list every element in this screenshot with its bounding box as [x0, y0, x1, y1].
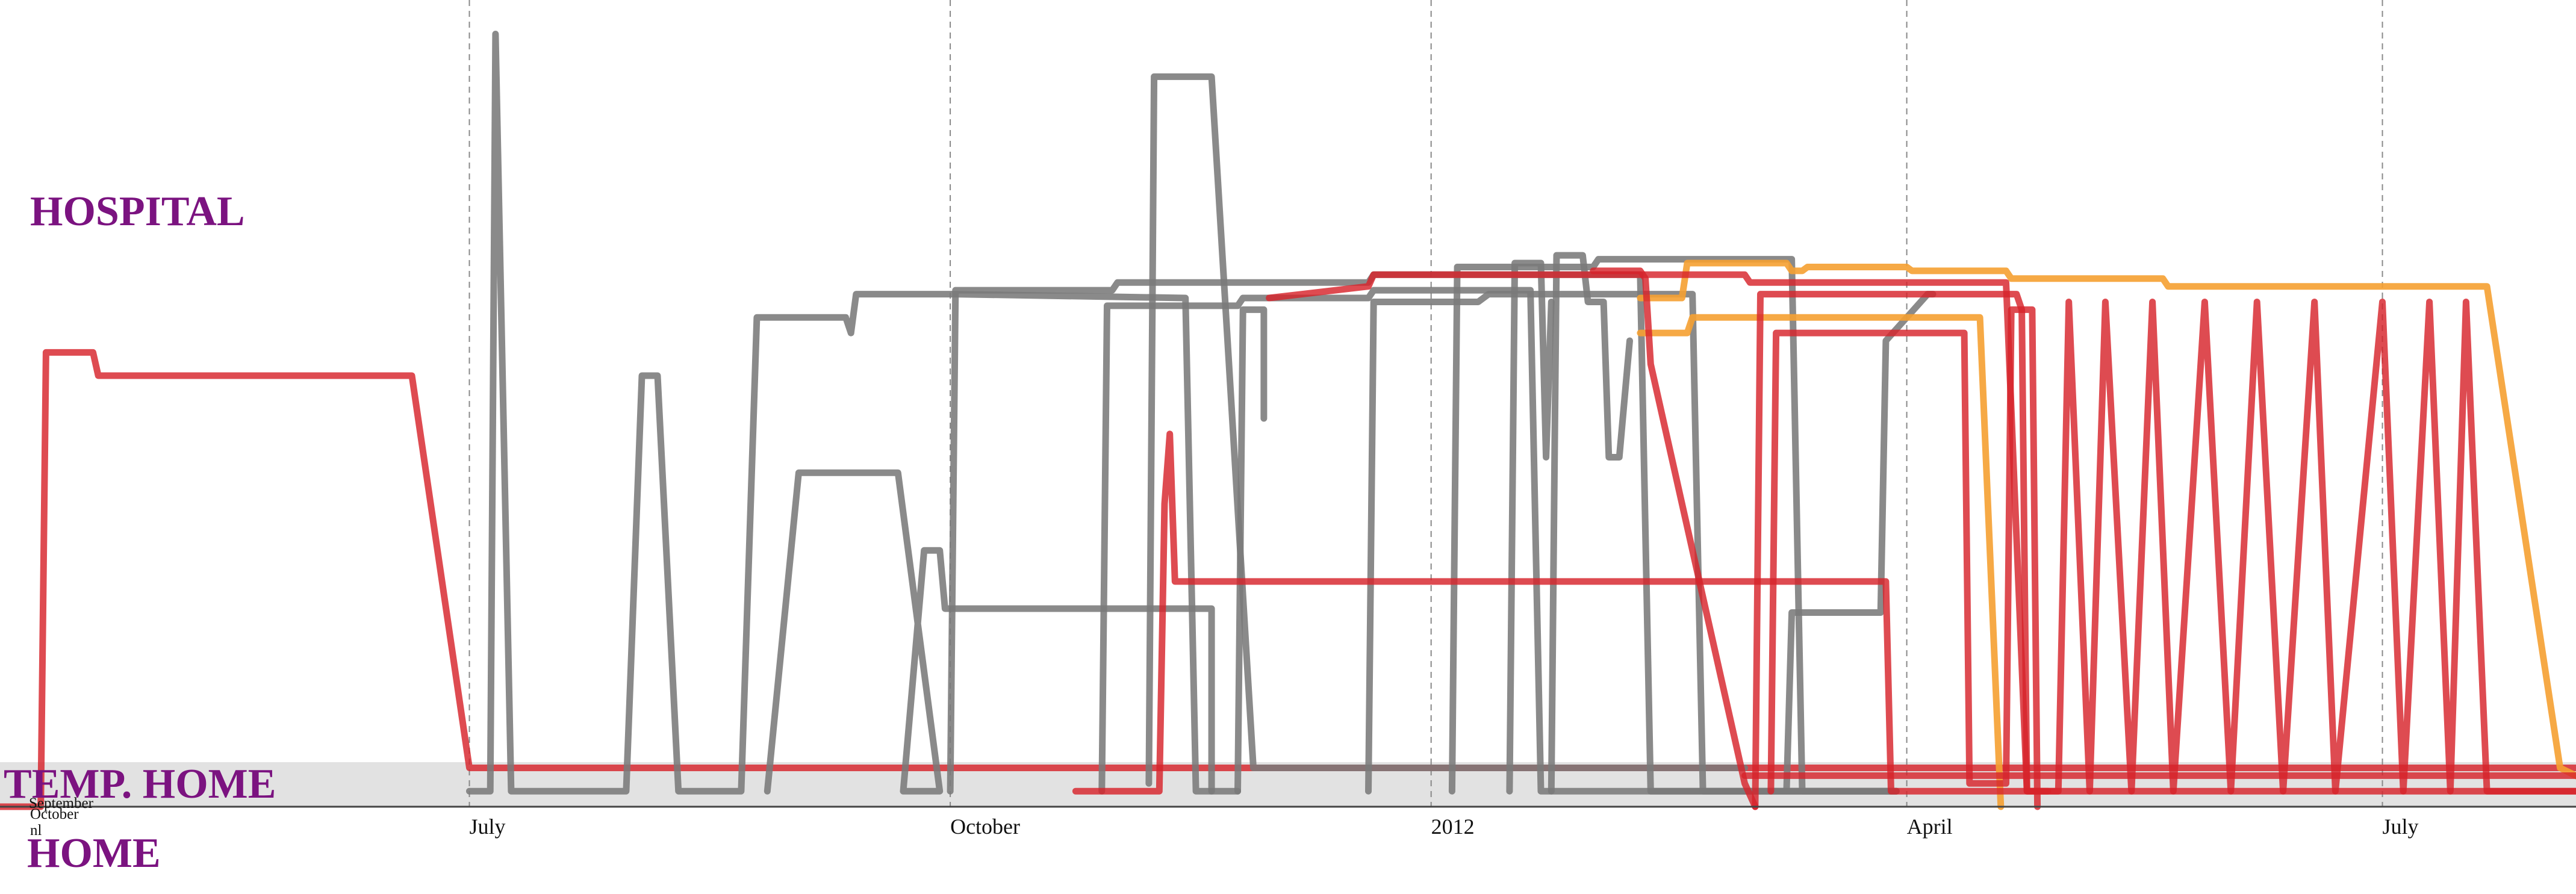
series-line-gray — [1448, 256, 1900, 795]
series-lines — [0, 31, 2576, 810]
stray-label-october: October — [30, 806, 79, 822]
series-line-gray — [764, 469, 1215, 795]
x-tick-label: 2012 — [1431, 815, 1475, 839]
series-line-gray — [1506, 259, 1555, 795]
x-tick-label: October — [950, 815, 1020, 839]
series-line-gray — [1234, 306, 1268, 795]
zone-label-temp-home: TEMP. HOME — [4, 761, 276, 807]
series-line-orange — [1637, 259, 2576, 780]
zone-label-hospital: HOSPITAL — [30, 188, 245, 235]
series-line-orange — [1637, 314, 2005, 810]
x-tick-label: April — [1907, 815, 1953, 839]
series-line-gray — [1548, 252, 1633, 795]
stray-label-september: September — [29, 795, 94, 812]
series-line-gray — [1145, 73, 1748, 787]
series-line-red — [0, 349, 2576, 810]
stray-label-nl: nl — [30, 822, 42, 839]
x-tick-label: July — [2383, 815, 2419, 839]
series-line-gray — [466, 31, 1241, 795]
x-tick-labels: July October 2012 April July — [470, 815, 2419, 839]
series-line-gray — [1365, 291, 1900, 795]
stray-labels: September October nl — [29, 795, 94, 839]
series-line-red — [1767, 306, 2041, 810]
series-line-red — [1752, 291, 2576, 810]
gridlines — [468, 0, 2383, 807]
series-line-red — [1590, 267, 1759, 810]
series-line-red — [1072, 430, 2576, 795]
x-tick-label: July — [470, 815, 506, 839]
zone-label-home: HOME — [27, 830, 161, 877]
